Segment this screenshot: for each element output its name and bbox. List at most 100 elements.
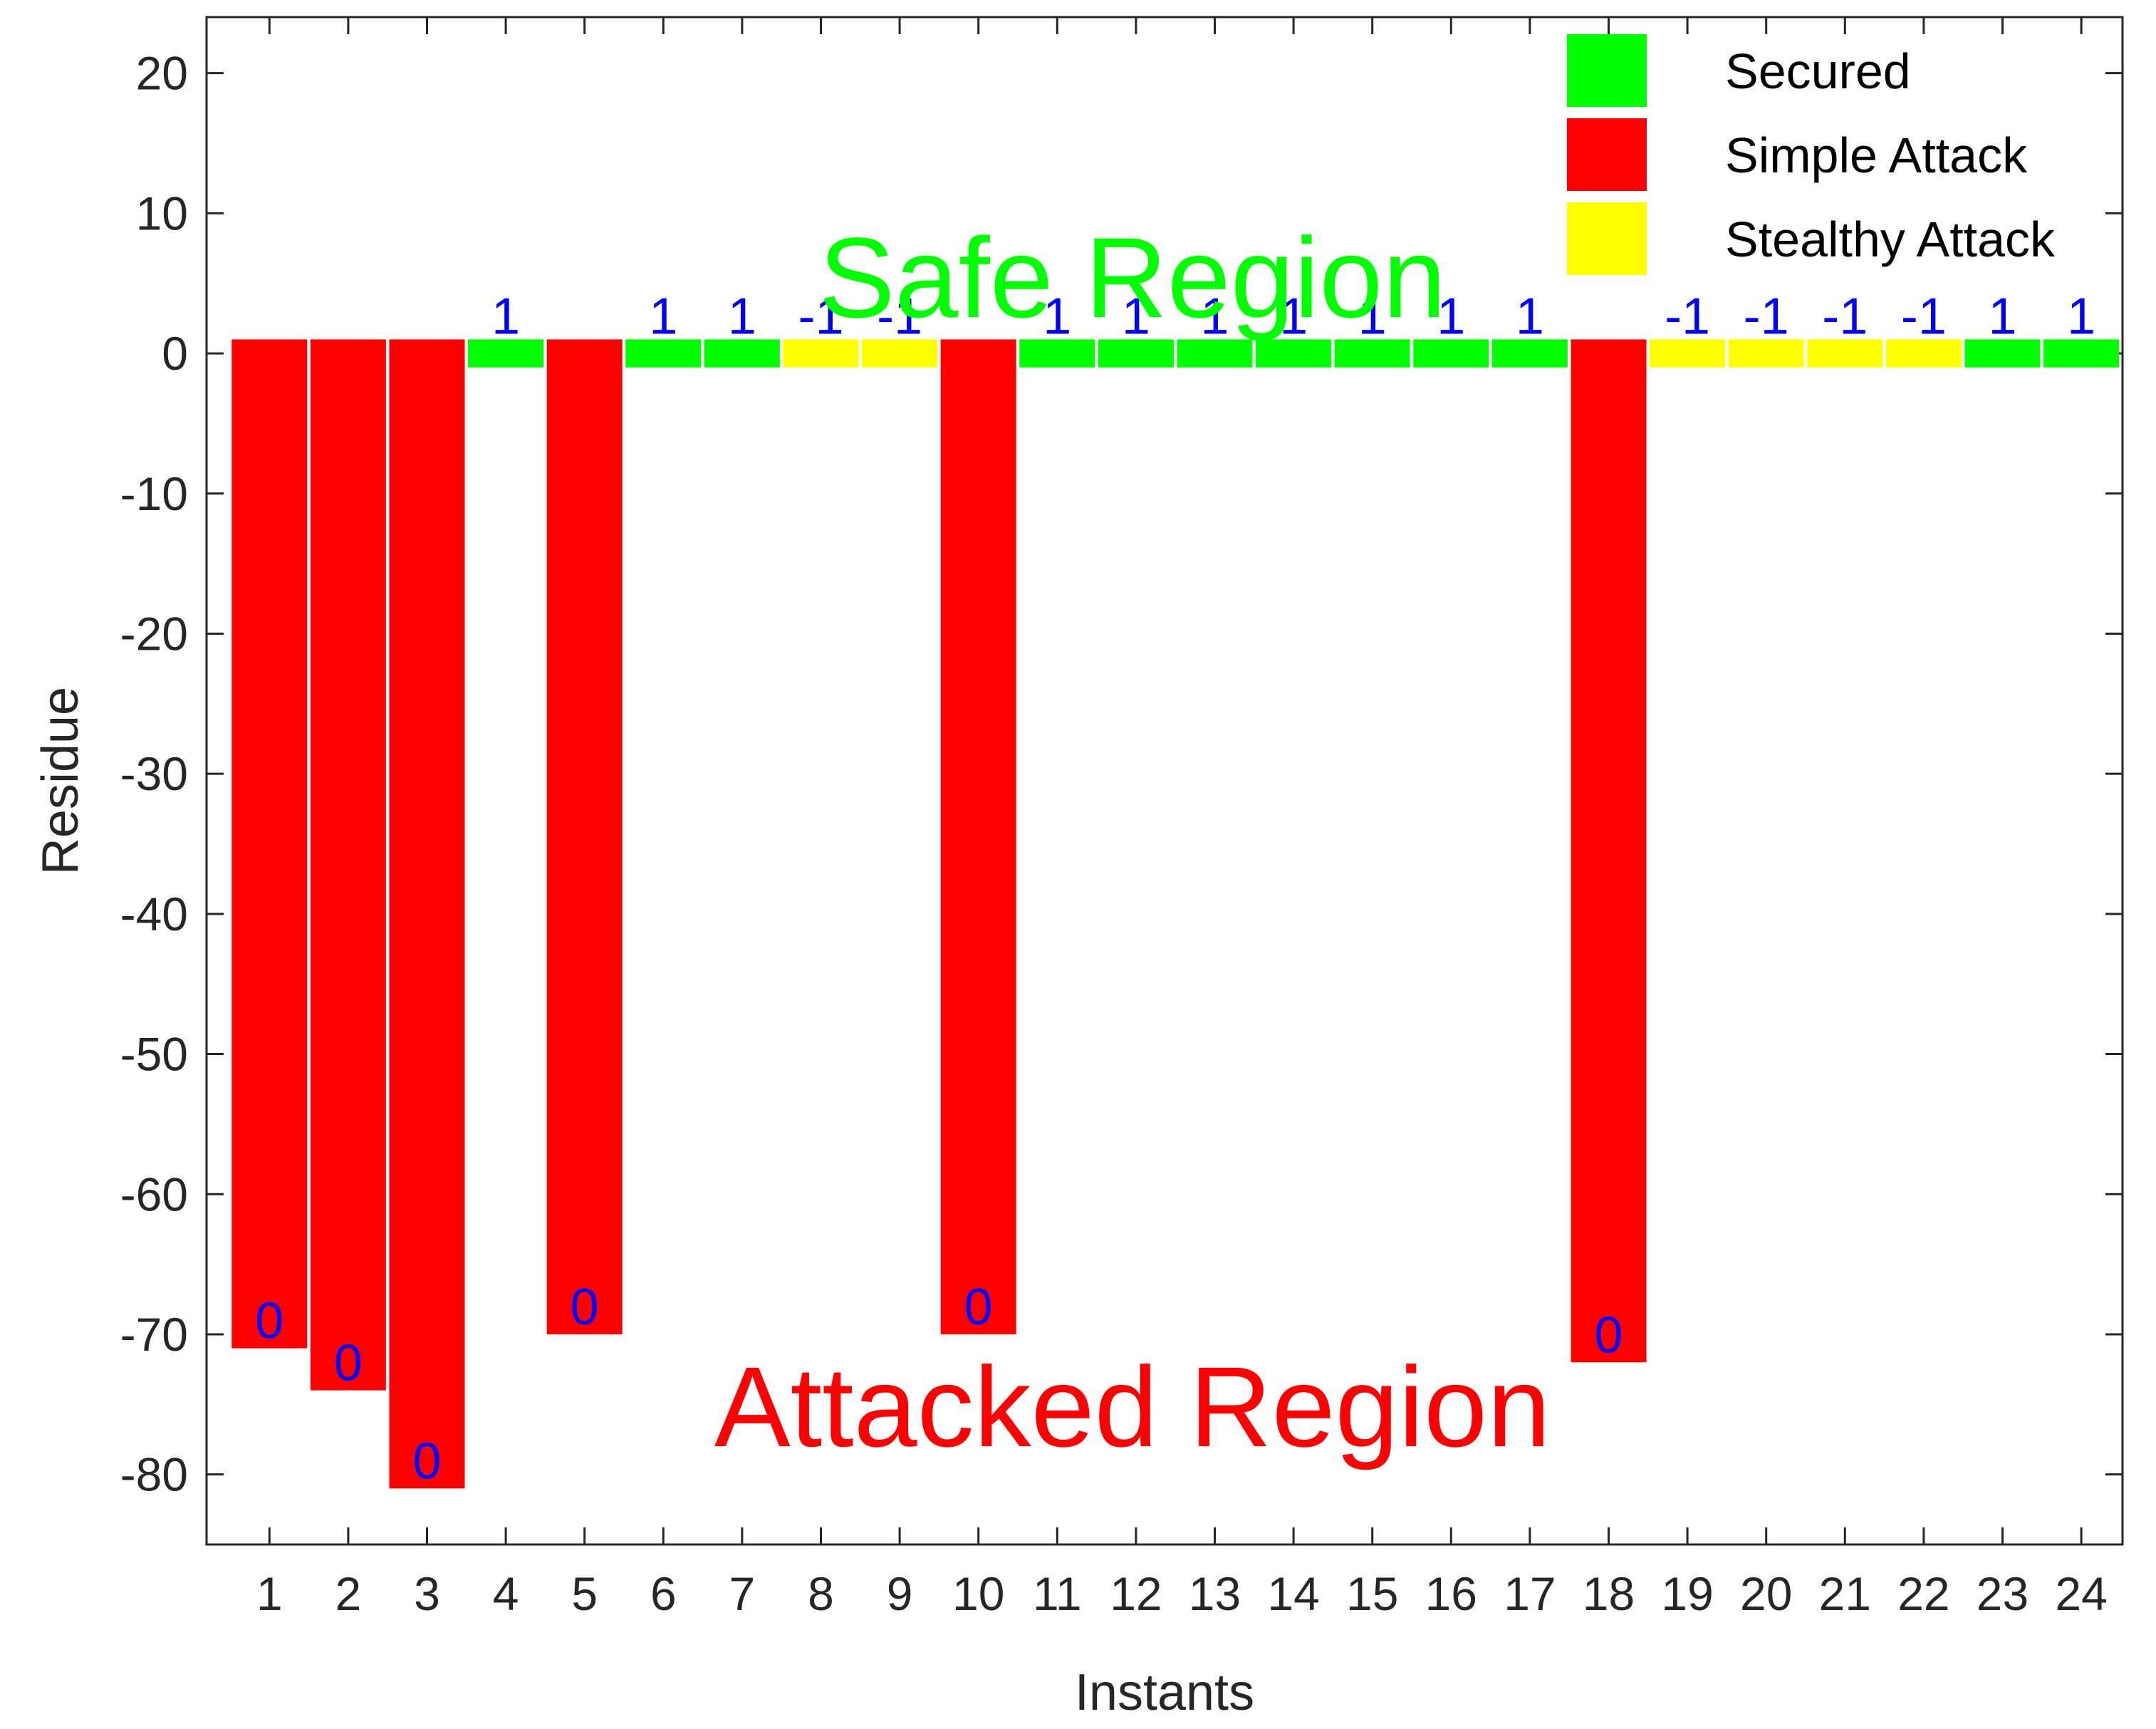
bar-21 — [1807, 339, 1883, 368]
bar-data-label: 1 — [491, 288, 520, 345]
bar-data-label: 0 — [1594, 1307, 1623, 1364]
legend-swatch-secured — [1567, 34, 1647, 107]
bar-8 — [783, 339, 859, 368]
x-tick-label: 4 — [493, 1567, 519, 1620]
bar-data-label: 1 — [1122, 288, 1150, 345]
bar-data-label: 0 — [412, 1433, 441, 1490]
bar-data-label: 0 — [334, 1335, 363, 1392]
bar-data-label: 1 — [1437, 288, 1465, 345]
bar-data-label: 1 — [2067, 288, 2095, 345]
y-tick-label: 20 — [136, 47, 188, 100]
x-tick-label: 8 — [808, 1567, 834, 1620]
bar-data-label: -1 — [877, 288, 922, 345]
legend-label-secured: Secured — [1725, 43, 1911, 99]
x-tick-label: 7 — [729, 1567, 756, 1620]
bar-9 — [862, 339, 938, 368]
y-axis-label: Residue — [32, 687, 89, 875]
x-tick-label: 18 — [1583, 1567, 1635, 1620]
bar-data-label: 1 — [1200, 288, 1229, 345]
x-tick-label: 17 — [1504, 1567, 1556, 1620]
bar-15 — [1334, 339, 1410, 368]
legend-label-simple: Simple Attack — [1725, 128, 2028, 183]
bar-24 — [2043, 339, 2120, 368]
x-tick-label: 20 — [1740, 1567, 1792, 1620]
x-tick-label: 6 — [650, 1567, 677, 1620]
bar-2 — [310, 339, 386, 1391]
legend-label-stealthy: Stealthy Attack — [1725, 212, 2056, 267]
y-tick-label: -50 — [120, 1028, 188, 1081]
bar-4 — [468, 339, 544, 368]
x-tick-label: 11 — [1033, 1567, 1082, 1620]
axes-frame — [205, 16, 2124, 1546]
x-tick-label: 2 — [335, 1567, 362, 1620]
bar-data-label: -1 — [1744, 288, 1789, 345]
bar-data-label: 1 — [1043, 288, 1071, 345]
x-tick-label: 1 — [256, 1567, 283, 1620]
bar-1 — [231, 339, 308, 1349]
y-tick-label: -20 — [120, 607, 188, 660]
legend: Secured Simple Attack Stealthy Attack — [1567, 34, 2056, 275]
y-tick-label: -10 — [120, 467, 188, 520]
y-tick-label: -60 — [120, 1168, 188, 1220]
x-tick-label: 19 — [1661, 1567, 1713, 1620]
bar-data-label: 1 — [1516, 288, 1544, 345]
bars — [231, 339, 2120, 1489]
axes-box — [205, 16, 2124, 1546]
bar-23 — [1964, 339, 2041, 368]
bar-11 — [1019, 339, 1095, 368]
x-tick-label: 23 — [1977, 1567, 2029, 1620]
bar-data-label: 0 — [964, 1279, 993, 1336]
x-tick-label: 22 — [1897, 1567, 1949, 1620]
legend-swatch-simple — [1567, 118, 1647, 191]
bar-data-label: 1 — [1988, 288, 2016, 345]
legend-swatch-stealthy — [1567, 202, 1647, 275]
y-tick-label: 10 — [136, 187, 188, 239]
bar-data-label: 1 — [1279, 288, 1308, 345]
bar-22 — [1885, 339, 1962, 368]
bar-data-label: 1 — [649, 288, 677, 345]
bar-3 — [389, 339, 465, 1489]
bar-data-label: 0 — [571, 1279, 599, 1336]
bar-14 — [1256, 339, 1332, 368]
bar-7 — [704, 339, 780, 368]
bar-5 — [546, 339, 623, 1334]
x-tick-label: 9 — [887, 1567, 913, 1620]
y-tick-label: -30 — [120, 747, 188, 800]
bar-data-label: 1 — [728, 288, 756, 345]
x-tick-label: 5 — [571, 1567, 598, 1620]
x-tick-label: 15 — [1346, 1567, 1398, 1620]
x-tick-label: 3 — [414, 1567, 440, 1620]
x-tick-label: 13 — [1189, 1567, 1241, 1620]
bar-data-label: -1 — [1822, 288, 1868, 345]
x-axis-label: Instants — [1075, 1664, 1254, 1721]
bar-data-label: -1 — [1665, 288, 1710, 345]
x-tick-label: 21 — [1819, 1567, 1871, 1620]
bar-19 — [1650, 339, 1726, 368]
bar-20 — [1728, 339, 1804, 368]
bar-13 — [1177, 339, 1253, 368]
x-tick-label: 12 — [1110, 1567, 1162, 1620]
x-axis-ticks: 1 2 3 4 5 6 7 8 9 10 11 12 13 14 15 16 17 18 19 20 21 22 23 24 — [256, 17, 2108, 1620]
x-tick-label: 16 — [1425, 1567, 1477, 1620]
bar-data-label: 0 — [255, 1293, 283, 1350]
x-tick-label: 24 — [2055, 1567, 2107, 1620]
bar-16 — [1413, 339, 1489, 368]
y-tick-label: -70 — [120, 1308, 188, 1361]
bar-data-label: -1 — [1901, 288, 1947, 345]
bar-12 — [1098, 339, 1174, 368]
bar-data-label: -1 — [798, 288, 843, 345]
y-tick-label: 0 — [162, 327, 188, 380]
x-tick-label: 10 — [952, 1567, 1004, 1620]
y-tick-label: -40 — [120, 888, 188, 940]
y-tick-label: -80 — [120, 1448, 188, 1501]
bar-17 — [1491, 339, 1568, 368]
bar-6 — [625, 339, 702, 368]
x-tick-label: 14 — [1267, 1567, 1319, 1620]
bar-data-label: 1 — [1358, 288, 1387, 345]
bar-18 — [1571, 339, 1647, 1363]
safe-region-label: Safe Region — [819, 214, 1447, 341]
bar-10 — [940, 339, 1016, 1334]
attacked-region-label: Attacked Region — [714, 1343, 1551, 1470]
